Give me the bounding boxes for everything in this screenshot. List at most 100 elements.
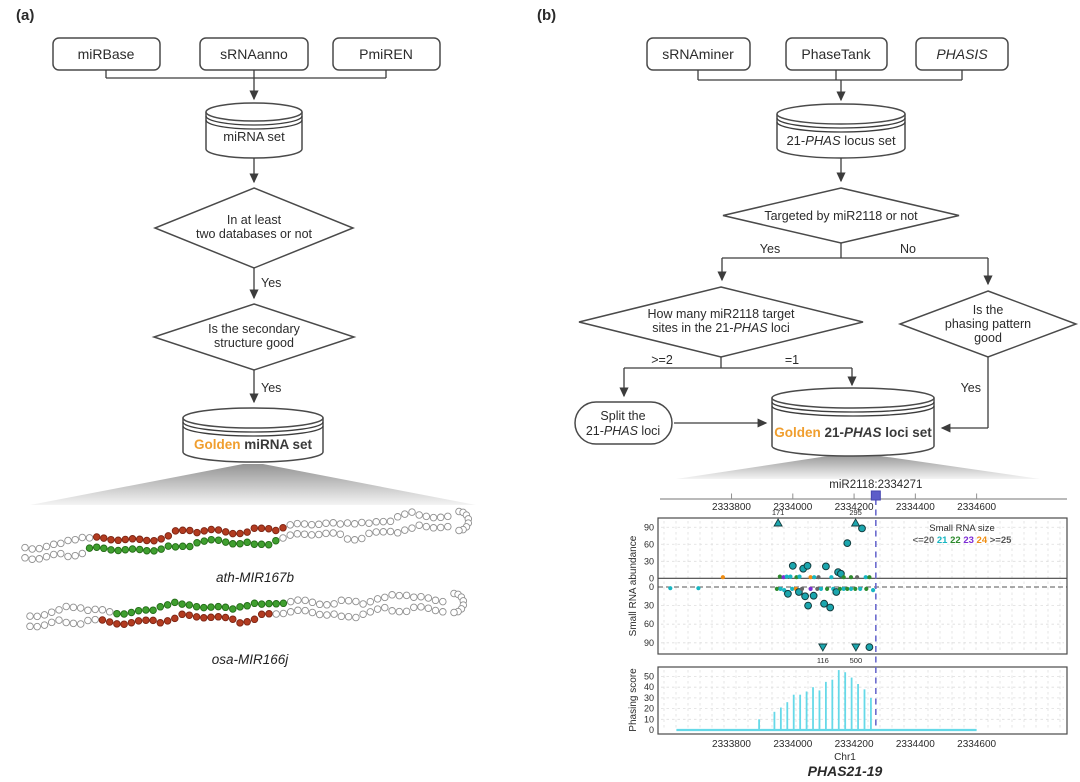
nt-circle (372, 518, 380, 526)
nt-circle (365, 519, 373, 527)
cylinder-golden-21phas-set: Golden 21-PHAS loci set (771, 387, 935, 457)
x-tick-label: 2334400 (896, 739, 935, 750)
nt-circle (243, 602, 251, 610)
rna-structure-ath-mir167b (21, 507, 473, 563)
nt-circle (350, 536, 359, 544)
svg-text:structure good: structure good (214, 336, 294, 350)
nt-circle (386, 527, 395, 536)
nt-circle (69, 603, 78, 612)
nt-circle (26, 622, 34, 631)
scatter-point (815, 586, 820, 592)
nt-circle (417, 592, 425, 601)
nt-circle (272, 610, 280, 618)
abundance-ylabel: Small RNA abundance (628, 535, 639, 636)
phasing-ytick: 10 (644, 714, 654, 724)
nt-circle (171, 543, 180, 551)
nt-circle (386, 517, 395, 526)
nt-circle (193, 539, 201, 547)
nt-circle (127, 608, 136, 617)
nt-circle (444, 512, 452, 521)
nt-circle (379, 528, 388, 536)
nt-circle (308, 608, 317, 617)
nt-circle (431, 606, 440, 615)
scatter-point (803, 561, 812, 570)
nt-circle (49, 550, 58, 559)
abundance-ytick: 0 (649, 573, 654, 583)
nt-circle (436, 513, 445, 522)
scatter-point (845, 586, 850, 592)
connector-a-sources (105, 70, 387, 79)
branch-ge2: >=2 (651, 353, 673, 367)
nt-circle (243, 618, 251, 626)
svg-text:Golden miRNA set: Golden miRNA set (194, 437, 313, 452)
panel-b-label: (b) (537, 7, 556, 24)
phasing-ylabel: Phasing score (628, 668, 639, 732)
nt-circle (178, 600, 186, 608)
svg-text:21-PHAS locus set: 21-PHAS locus set (786, 133, 896, 148)
scatter-point (818, 586, 824, 592)
nt-circle (395, 607, 404, 616)
nt-circle (330, 610, 338, 618)
scatter-point (820, 599, 828, 608)
nt-circle (91, 605, 99, 614)
nt-circle (71, 551, 79, 560)
scatter-point (848, 575, 854, 580)
scatter-point (720, 575, 726, 580)
nt-circle (381, 603, 389, 612)
nt-circle (78, 549, 87, 558)
scatter-point (863, 575, 868, 580)
abundance-ytick: 60 (644, 539, 654, 549)
nt-circle (373, 605, 382, 613)
nt-circle (301, 606, 309, 615)
nt-circle (91, 615, 99, 624)
svg-text:How many miR2118 target: How many miR2118 target (647, 307, 795, 321)
nt-circle (250, 524, 259, 532)
scatter-point (867, 575, 872, 580)
nt-circle (149, 616, 157, 625)
nt-circle (415, 511, 423, 519)
svg-text:Is the: Is the (973, 303, 1004, 317)
scatter-point (825, 586, 830, 592)
branch-eq1: =1 (785, 353, 799, 367)
scatter-point (788, 574, 793, 579)
nt-circle (92, 533, 101, 541)
nt-circle (127, 618, 136, 627)
nt-circle (121, 545, 130, 554)
nt-circle (279, 609, 288, 618)
ruler-tick-label: 2334600 (957, 502, 996, 513)
abundance-ytick: 60 (644, 619, 654, 629)
nt-circle (100, 544, 108, 553)
nt-circle (257, 540, 266, 549)
scatter-point (788, 561, 797, 570)
clipped-up-triangle (773, 518, 783, 527)
svg-text:21-PHAS loci: 21-PHAS loci (586, 424, 660, 438)
scatter-point (784, 589, 792, 598)
scatter-point (858, 586, 863, 592)
source-label-pmiren: PmiREN (359, 46, 413, 62)
nt-circle (431, 596, 440, 605)
clipped-down-triangle (818, 643, 828, 652)
nt-circle (308, 598, 317, 607)
nt-circle (142, 606, 150, 614)
abundance-ytick: 30 (644, 556, 654, 566)
nt-circle (455, 526, 463, 535)
nt-circle (178, 542, 187, 551)
legend-entry: >=25 (990, 535, 1012, 546)
scatter-point (784, 574, 789, 579)
nt-circle (429, 524, 438, 532)
source-label-mirbase: miRBase (78, 46, 135, 62)
scatter-point (841, 575, 846, 580)
nt-circle (192, 602, 201, 611)
nt-circle (107, 535, 115, 544)
legend-entry: 21 (937, 535, 950, 546)
source-label-phasis: PHASIS (936, 46, 988, 62)
x-tick-label: 2334600 (957, 739, 996, 750)
nt-circle (315, 530, 323, 539)
nt-circle (221, 538, 230, 546)
nt-circle (315, 520, 323, 529)
nt-circle (424, 604, 433, 612)
scatter-point (832, 588, 841, 596)
nt-circle (28, 545, 36, 553)
panel-a-label: (a) (16, 7, 34, 24)
nt-circle (40, 621, 49, 629)
